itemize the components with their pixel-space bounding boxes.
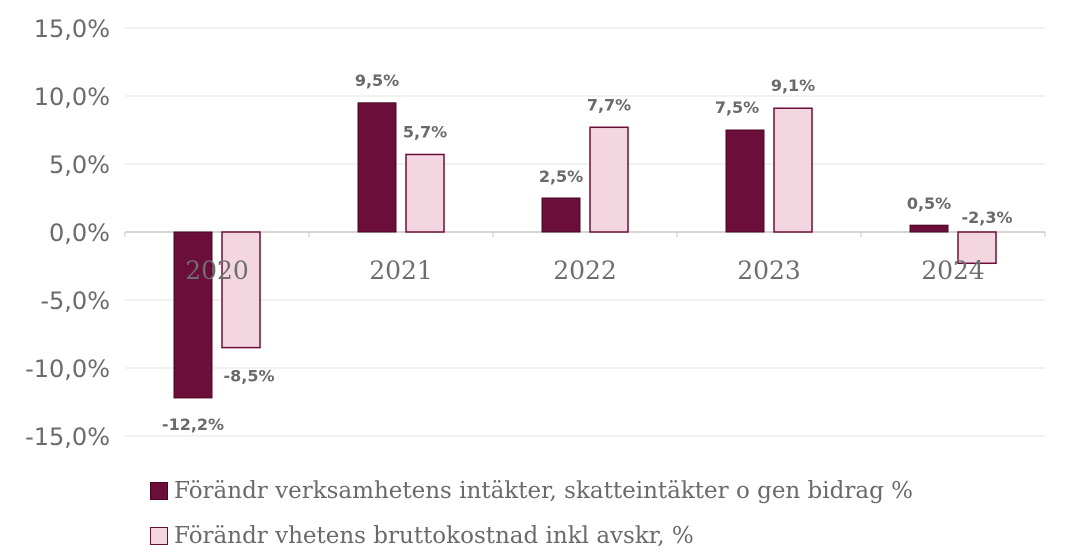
data-label-series-1: 0,5% [907,194,951,213]
data-label-series-2: 9,1% [771,76,815,95]
bar-series-1 [725,129,765,233]
legend-item-series-2: Förändr vhetens bruttokostnad inkl avskr… [150,523,694,549]
bar-series-1 [357,102,397,233]
legend-label-series-1: Förändr verksamhetens intäkter, skattein… [174,478,913,504]
data-label-series-1: 7,5% [715,98,759,117]
x-tick-label: 2022 [553,256,617,285]
legend-label-series-2: Förändr vhetens bruttokostnad inkl avskr… [174,523,694,549]
bar-series-2 [589,126,629,233]
x-tick-label: 2020 [185,256,249,285]
data-label-series-1: -12,2% [162,415,224,434]
y-tick-label: 5,0% [49,151,110,179]
bar-series-1 [909,224,949,233]
y-tick-label: -15,0% [25,423,110,451]
bar-series-2 [405,153,445,233]
y-tick-label: -10,0% [25,355,110,383]
data-label-series-2: -2,3% [961,208,1012,227]
bar-series-1 [173,231,213,399]
legend-swatch-series-1 [150,482,168,500]
y-tick-label: 0,0% [49,219,110,247]
legend-item-series-1: Förändr verksamhetens intäkter, skattein… [150,478,913,504]
bar-series-2 [773,107,813,233]
data-label-series-2: 5,7% [403,122,447,141]
data-label-series-2: 7,7% [587,95,631,114]
data-label-series-1: 9,5% [355,71,399,90]
data-label-series-2: -8,5% [223,367,274,386]
data-label-series-1: 2,5% [539,167,583,186]
y-tick-label: 10,0% [34,83,110,111]
bar-series-2 [221,231,261,349]
bar-series-2 [957,231,997,265]
y-tick-label: 15,0% [34,15,110,43]
y-tick-label: -5,0% [40,287,110,315]
x-tick-label: 2024 [921,256,985,285]
x-tick-label: 2021 [369,256,433,285]
x-tick-label: 2023 [737,256,801,285]
bar-series-1 [541,197,581,233]
legend-swatch-series-2 [150,527,168,545]
